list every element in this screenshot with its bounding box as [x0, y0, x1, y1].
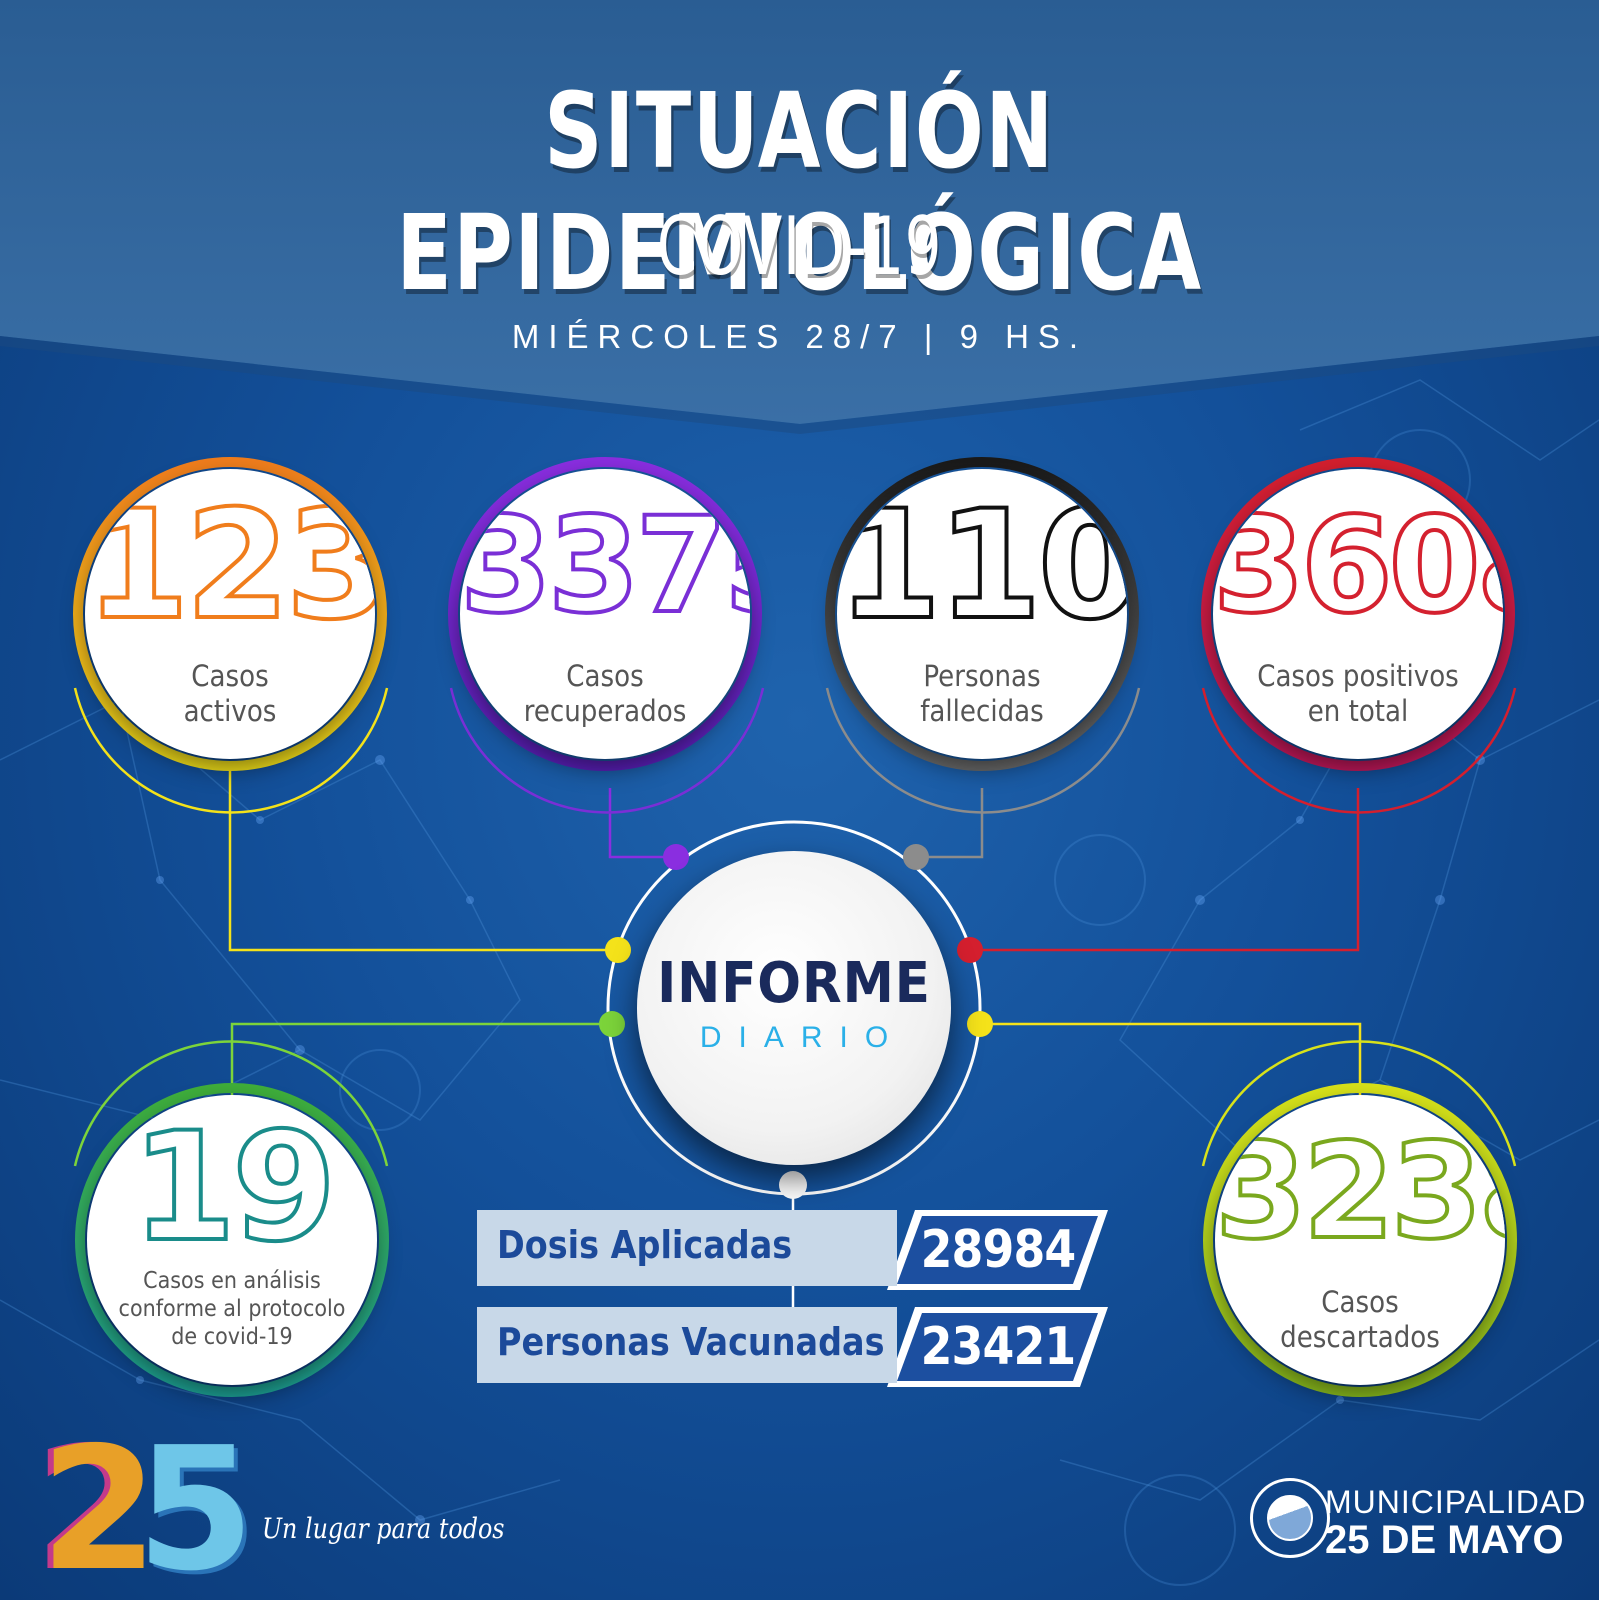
doses-applied-label-box: Dosis Aplicadas [477, 1210, 897, 1286]
stat-in-analysis: 19 Casos en análisis conforme al protoco… [87, 1095, 377, 1385]
doses-applied-value: 28984 [920, 1220, 1077, 1280]
municipality-name-line1: MUNICIPALIDAD [1325, 1484, 1587, 1520]
doses-applied-value-box: 28984 [893, 1210, 1103, 1286]
subtitle: COVID-19 [656, 200, 943, 293]
anniversary-logo: 25 [40, 1425, 255, 1595]
people-vaccinated-label: Personas Vacunadas [497, 1320, 885, 1364]
doses-applied-label: Dosis Aplicadas [497, 1223, 793, 1267]
stat-value: 3238 [1215, 1115, 1505, 1269]
stat-value: 123 [85, 479, 375, 653]
logo-digit-5: 5 [136, 1411, 254, 1600]
main-title: SITUACIÓN EPIDEMIOLÓGICA [396, 70, 1203, 314]
people-vaccinated-label-box: Personas Vacunadas [477, 1307, 897, 1383]
stat-recovered-cases: 3375 Casos recuperados [460, 469, 750, 759]
badge-subtitle: DIARIO [699, 1021, 906, 1054]
stat-value: 3608 [1213, 489, 1503, 643]
tagline: Un lugar para todos [262, 1512, 505, 1545]
stat-label: Casos en análisis conforme al protocolo … [118, 1268, 346, 1350]
stat-value: 19 [130, 1101, 339, 1275]
stat-deceased: 110 Personas fallecidas [837, 469, 1127, 759]
stat-value: 3375 [460, 489, 750, 643]
stat-active-cases: 123 Casos activos [85, 469, 375, 759]
stat-label: Casos recuperados [523, 659, 687, 728]
stat-value: 110 [837, 479, 1127, 653]
stat-label: Casos positivos en total [1257, 659, 1459, 728]
logo-digit-2: 2 [40, 1411, 158, 1600]
stat-label: Personas fallecidas [920, 659, 1044, 728]
people-vaccinated-value: 23421 [920, 1317, 1077, 1377]
people-vaccinated-value-box: 23421 [893, 1307, 1103, 1383]
daily-report-badge: INFORME DIARIO [637, 851, 951, 1165]
municipality-name-line2: 25 DE MAYO [1325, 1518, 1564, 1562]
stat-label: Casos activos [183, 659, 277, 728]
badge-title: INFORME [657, 951, 931, 1016]
stat-discarded: 3238 Casos descartados [1215, 1095, 1505, 1385]
municipality-seal-icon [1250, 1478, 1330, 1558]
report-date: MIÉRCOLES 28/7 | 9 HS. [511, 318, 1088, 355]
stat-label: Casos descartados [1280, 1285, 1440, 1354]
stat-total-positive: 3608 Casos positivos en total [1213, 469, 1503, 759]
